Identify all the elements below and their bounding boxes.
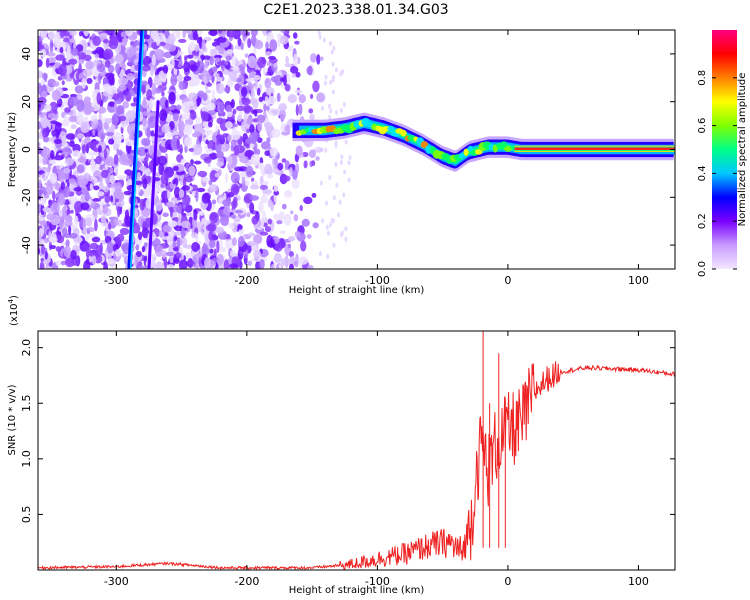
- x-tick-label: 100: [628, 274, 649, 287]
- ridge-blob: [458, 152, 466, 159]
- colorbar: 0.0 0.2 0.4 0.6 0.8 Normalized spectral ampli…: [697, 30, 748, 277]
- ridge-blob: [387, 125, 395, 133]
- x-tick-label: 0: [504, 575, 511, 588]
- spectrogram-area: [38, 30, 675, 269]
- colorbar-tick-label: 0.2: [697, 213, 708, 229]
- y-scale-label: (x104): [7, 295, 20, 326]
- x-tick-label: -200: [234, 274, 259, 287]
- y-tick-label: 1.0: [20, 450, 33, 468]
- y-tick-label: 0: [20, 146, 33, 153]
- x-tick-label: 0: [504, 274, 511, 287]
- x-tick-label: -200: [234, 575, 259, 588]
- ridge-blob: [488, 143, 494, 151]
- y-tick-label: 40: [20, 47, 33, 61]
- plot-frame: [37, 330, 676, 571]
- x-tick-label: -100: [365, 274, 390, 287]
- y-axis-label: SNR (10 * v/v): [7, 384, 18, 455]
- y-tick-label: 20: [20, 95, 33, 109]
- x-tick-label: -300: [104, 575, 129, 588]
- x-axis-label: Height of straight line (km): [289, 285, 425, 296]
- y-tick-label: -40: [20, 236, 33, 254]
- snr-plot-area: [38, 331, 675, 570]
- colorbar-tick-label: 0.6: [697, 118, 708, 134]
- ridge-band: [312, 120, 675, 165]
- colorbar-tick-label: 0.4: [697, 165, 708, 181]
- y-axis-label: Frequency (Hz): [7, 112, 18, 188]
- colorbar-tick-label: 0.8: [697, 70, 708, 86]
- ridge-blob: [400, 129, 407, 137]
- x-tick-label: -300: [104, 274, 129, 287]
- y-tick-label: 1.5: [20, 395, 33, 413]
- x-axis-label: Height of straight line (km): [289, 585, 425, 596]
- ridge-blob: [474, 149, 483, 155]
- ridge-blob: [467, 145, 473, 152]
- colorbar-label: Normalized spectral amplitude: [737, 73, 748, 227]
- ridge-blob: [504, 146, 512, 152]
- x-tick-label: -100: [365, 575, 390, 588]
- snr-line: [38, 361, 675, 570]
- y-tick-label: -20: [20, 188, 33, 206]
- y-tick-label: 2.0: [20, 339, 33, 357]
- ridge-blob: [463, 148, 469, 156]
- chart-title: C2E1.2023.338.01.34.G03: [263, 2, 448, 18]
- x-tick-label: 100: [628, 575, 649, 588]
- ridge-blob: [420, 141, 429, 149]
- colorbar-gradient: [712, 30, 737, 269]
- y-tick-label: 0.5: [20, 506, 33, 524]
- snr-panel: -300 -200 -100 0 100 0.5 1.0 1.5 2.0 Height of st…: [7, 295, 676, 596]
- colorbar-tick-label: 0.0: [697, 261, 708, 277]
